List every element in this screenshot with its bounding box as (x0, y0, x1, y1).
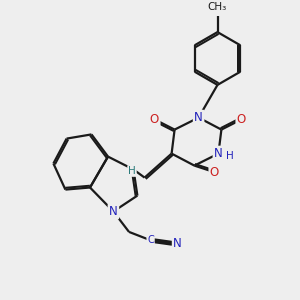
Text: CH₃: CH₃ (208, 2, 227, 12)
Text: O: O (150, 113, 159, 126)
Text: H: H (226, 151, 234, 161)
Text: N: N (214, 147, 223, 160)
Text: O: O (237, 113, 246, 126)
Text: C: C (147, 235, 154, 245)
Text: N: N (194, 111, 203, 124)
Text: H: H (128, 166, 136, 176)
Text: O: O (210, 166, 219, 179)
Text: N: N (109, 205, 118, 218)
Text: N: N (173, 237, 182, 250)
